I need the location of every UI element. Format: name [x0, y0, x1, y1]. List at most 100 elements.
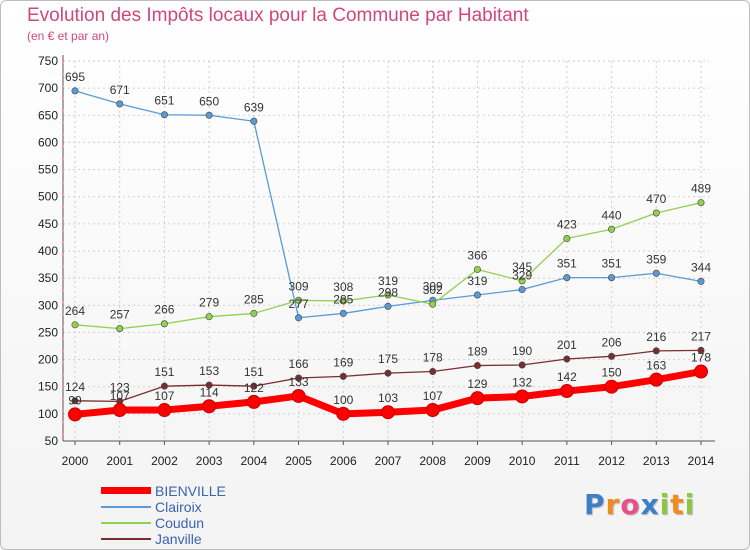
logo-letter: r [605, 488, 621, 521]
data-label: 107 [154, 389, 174, 403]
series-layer [68, 87, 708, 422]
data-label: 124 [65, 380, 85, 394]
data-label: 298 [378, 285, 398, 299]
data-point [205, 313, 213, 321]
data-point [71, 321, 79, 329]
data-point [518, 286, 526, 294]
data-point [470, 391, 485, 406]
data-point [250, 309, 258, 317]
chart-title: Evolution des Impôts locaux pour la Comm… [27, 5, 529, 26]
data-label: 103 [378, 391, 398, 405]
data-point [384, 302, 392, 310]
data-point [336, 406, 351, 421]
x-tick-label: 2012 [598, 454, 625, 468]
data-point [473, 291, 481, 299]
data-label: 366 [467, 248, 487, 262]
data-label: 151 [244, 365, 264, 379]
data-point [608, 225, 616, 233]
data-label: 129 [467, 377, 487, 391]
data-point [652, 347, 660, 355]
data-label: 151 [154, 365, 174, 379]
data-point [295, 374, 303, 382]
data-label: 107 [423, 389, 443, 403]
data-point [697, 346, 705, 354]
y-tick-label: 150 [38, 380, 58, 394]
axis-layer: 50 100 150 200 250 300 350 400 450 500 550 600 650 70… [38, 54, 715, 468]
data-label: 142 [557, 370, 577, 384]
data-label: 122 [244, 381, 264, 395]
data-point [116, 100, 124, 108]
data-label: 309 [423, 279, 443, 293]
proxiti-logo: Proxiti [584, 488, 695, 521]
data-point [518, 361, 526, 369]
data-label: 114 [200, 385, 219, 399]
data-point [202, 399, 217, 414]
x-tick-label: 2009 [464, 454, 491, 468]
data-label: 651 [154, 94, 174, 108]
label-layer: 695 671 651 650 639 277 285 298 309 319 329 351 351 3… [65, 70, 711, 408]
data-label: 264 [65, 304, 85, 318]
logo-letter: P [584, 488, 606, 521]
data-point [160, 111, 168, 119]
data-point [694, 364, 708, 379]
data-label: 351 [557, 257, 577, 271]
y-tick-label: 350 [38, 271, 58, 285]
data-label: 150 [602, 366, 622, 380]
data-point [112, 403, 127, 418]
data-label: 470 [646, 192, 666, 206]
data-point [250, 382, 258, 390]
data-point [608, 274, 616, 282]
data-point [473, 265, 481, 273]
y-tick-label: 300 [38, 298, 58, 312]
data-label: 319 [378, 274, 398, 288]
y-tick-label: 450 [38, 217, 58, 231]
data-point [697, 277, 705, 285]
logo-letter: t [670, 488, 685, 521]
y-tick-label: 400 [38, 244, 58, 258]
chart-subtitle: (en € et par an) [27, 29, 110, 43]
data-point [71, 397, 79, 405]
data-label: 257 [110, 308, 130, 322]
data-label: 132 [512, 375, 532, 389]
data-point [246, 394, 261, 409]
data-point [250, 117, 258, 125]
data-point [697, 199, 705, 207]
logo-letter: i [659, 488, 671, 521]
data-point [381, 405, 395, 420]
x-tick-label: 2010 [509, 454, 536, 468]
data-label: 178 [691, 351, 711, 365]
data-point [160, 382, 168, 390]
legend-label: Janville [155, 531, 202, 547]
y-tick-label: 100 [38, 407, 58, 421]
legend-swatch [101, 487, 151, 494]
data-label: 166 [289, 357, 309, 371]
data-label: 163 [646, 359, 666, 373]
data-label: 308 [333, 280, 353, 294]
data-point [515, 389, 530, 404]
x-tick-label: 2008 [419, 454, 446, 468]
data-label: 345 [512, 260, 532, 274]
data-point [425, 403, 440, 418]
y-tick-label: 600 [38, 135, 58, 149]
legend-swatch [101, 506, 151, 508]
x-tick-label: 2005 [285, 454, 312, 468]
data-label: 440 [602, 208, 622, 222]
y-tick-label: 650 [38, 108, 58, 122]
logo-letter: x [640, 488, 660, 521]
data-point [429, 300, 437, 308]
x-tick-label: 2011 [554, 454, 580, 468]
legend-label: Clairoix [155, 499, 202, 515]
data-label: 169 [333, 355, 353, 369]
y-tick-label: 550 [38, 163, 58, 177]
data-point [295, 296, 303, 304]
y-tick-label: 50 [45, 434, 59, 448]
y-tick-label: 700 [38, 81, 58, 95]
data-label: 277 [289, 297, 309, 311]
data-label: 133 [289, 375, 309, 389]
data-point [473, 362, 481, 370]
data-point [429, 368, 437, 376]
legend-swatch [101, 522, 151, 524]
legend-swatch [101, 538, 151, 540]
data-label: 201 [557, 338, 577, 352]
